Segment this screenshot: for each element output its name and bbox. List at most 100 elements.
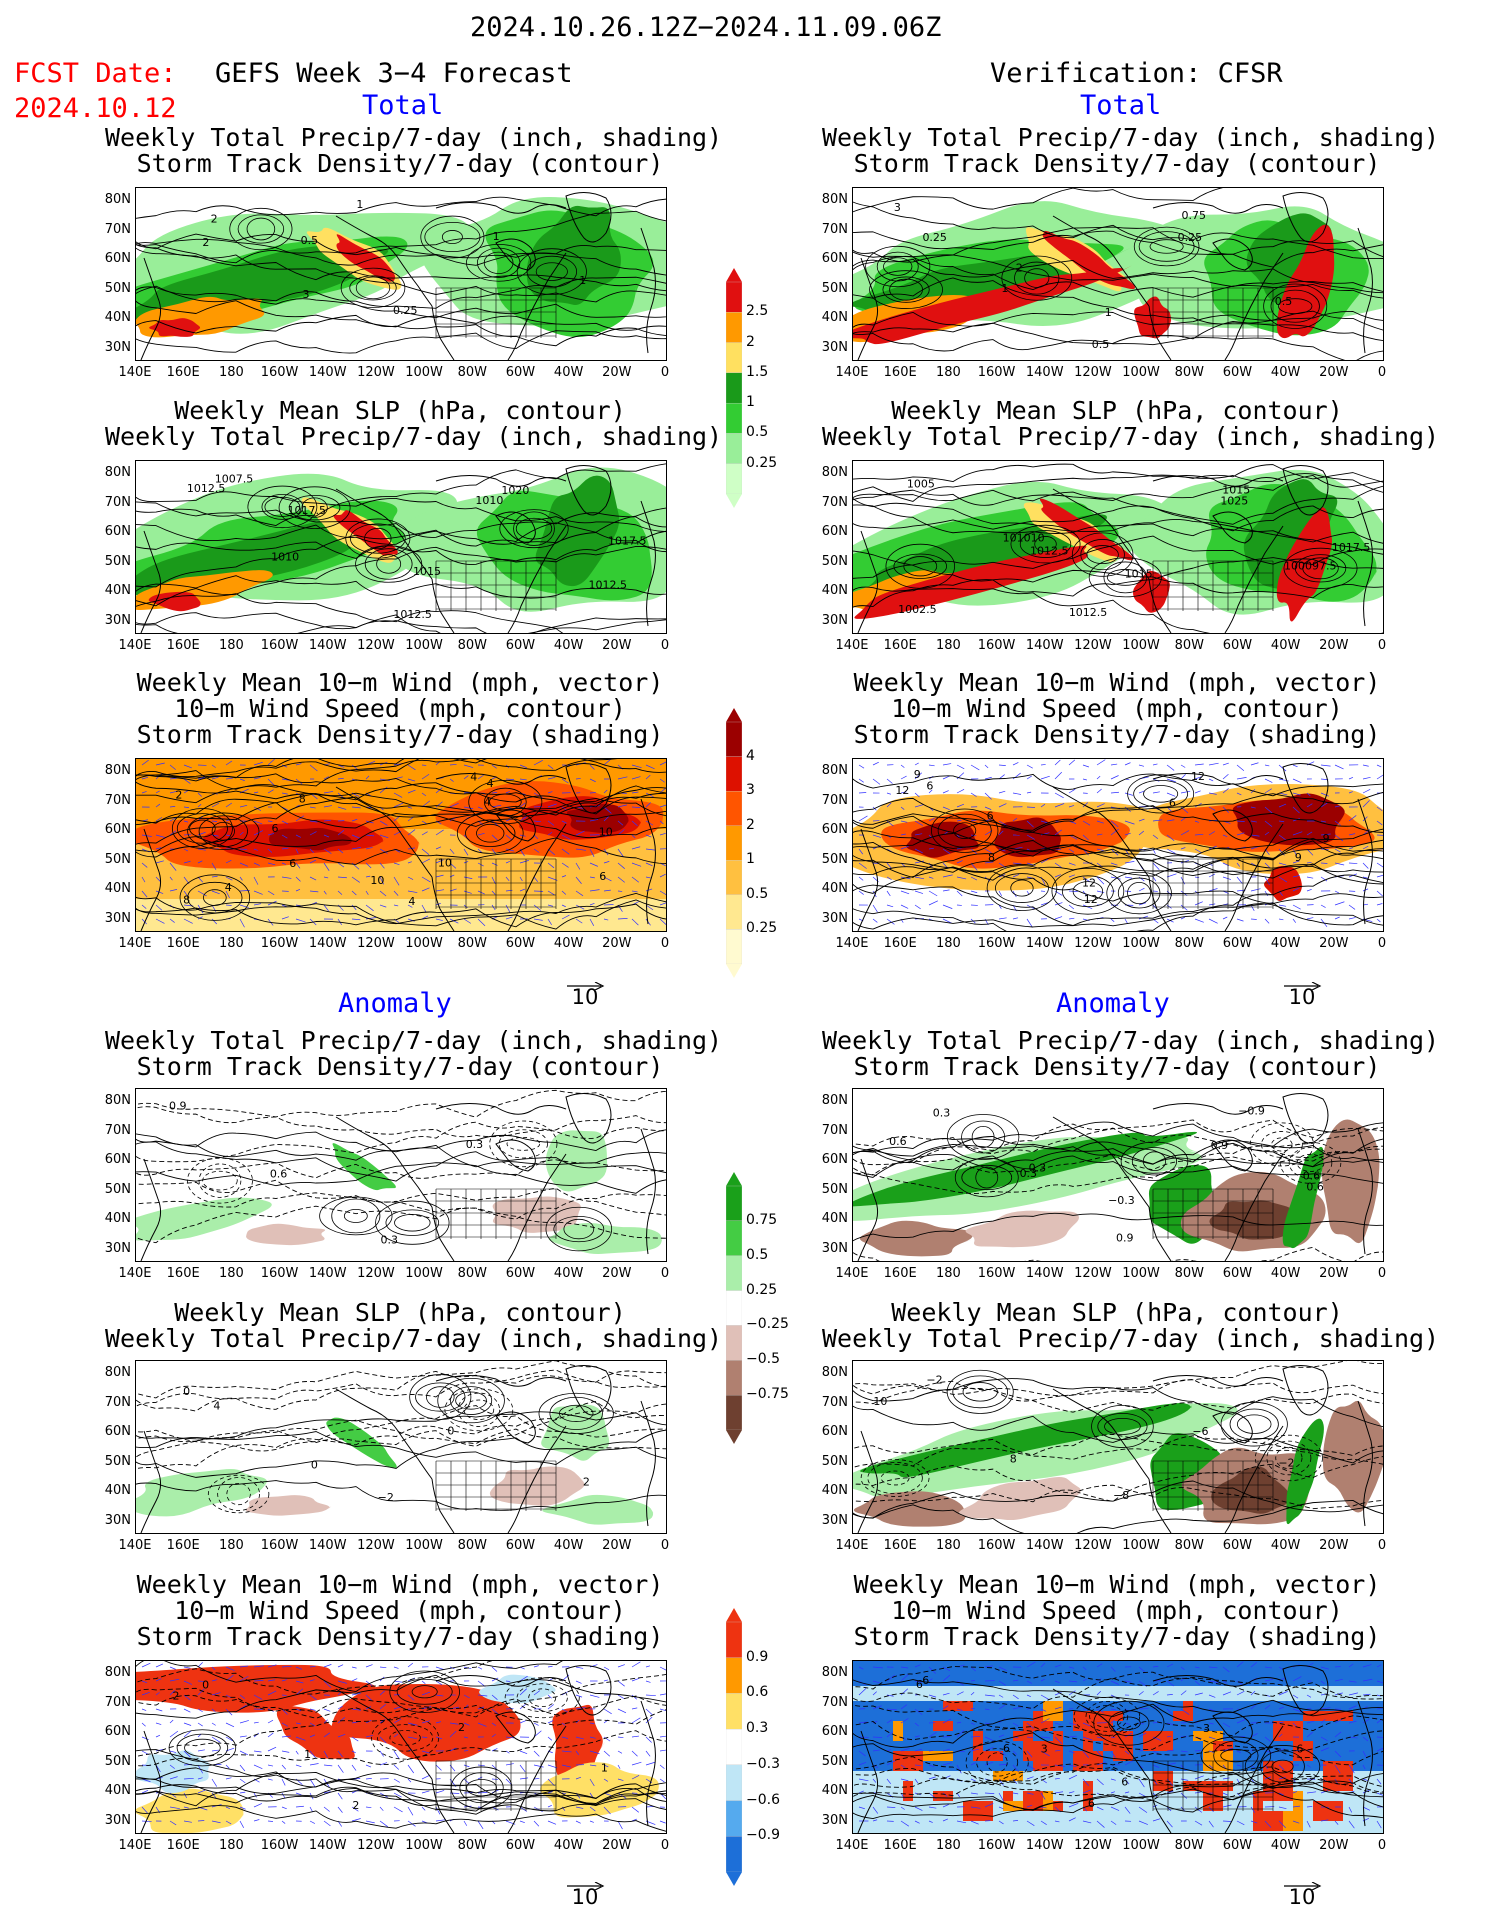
map-panel-right-total_precip[interactable]: 0.25 1 0.5 0.25 0.5 3 2 1 0.75 [852, 187, 1384, 361]
svg-text:−6: −6 [1192, 1425, 1208, 1438]
panel-title-line: Weekly Mean 10−m Wind (mph, vector) [853, 668, 1381, 697]
wind-vector [309, 890, 319, 893]
panel-title: Weekly Mean SLP (hPa, contour) Weekly Tot… [822, 1300, 1439, 1352]
wind-vector [337, 1664, 344, 1668]
contour-ring [1073, 1697, 1141, 1736]
map-panel-left-total_wind[interactable]: 2 6 4 4 6 8 6 10 4 10 4 8 10 4 [135, 758, 667, 932]
lat-tick-label: 70N [821, 1394, 848, 1410]
wind-vector [267, 1679, 276, 1682]
contour-line [853, 505, 1383, 532]
wind-vector [872, 761, 879, 766]
wind-vector [1026, 1750, 1033, 1758]
contour-label: 1017.5 [608, 534, 647, 547]
wind-vector [435, 1736, 443, 1740]
date-range-title: 2024.10.26.12Z−2024.11.09.06Z [470, 12, 942, 43]
wind-vector [970, 862, 978, 871]
panel-title-line: Weekly Total Precip/7-day (inch, shading… [105, 1324, 723, 1353]
wind-vector [1068, 1750, 1075, 1754]
map-panel-left-anom_slp[interactable]: 4 0 −2 0 2 0 [135, 1360, 667, 1534]
contour-ring [301, 497, 328, 518]
map-panel-right-total_slp[interactable]: 1005 1012.5 1012.5 1025 100097.5 1002.5 101010… [852, 460, 1384, 634]
coastline [1052, 1688, 1150, 1780]
wind-vector [449, 1730, 457, 1738]
wind-vector [645, 1736, 652, 1743]
svg-text:1007.5: 1007.5 [215, 473, 254, 486]
wind-vector [1124, 861, 1135, 864]
map-panel-right-total_wind[interactable]: 12 8 12 6 9 6 6 12 12 9 9 [852, 758, 1384, 932]
wind-vector [1026, 1661, 1036, 1668]
wind-vector [323, 904, 329, 912]
lat-tick-label: 30N [104, 1812, 131, 1828]
wind-vector [295, 1708, 302, 1712]
contour-line [853, 504, 1383, 555]
colorbar-segment [725, 1764, 743, 1801]
wind-vector [197, 848, 206, 851]
colorbar-segment [725, 402, 743, 434]
wind-vector [491, 1722, 497, 1726]
wind-vector [1012, 1706, 1022, 1710]
contour-ring [865, 245, 931, 288]
wind-vector [323, 1820, 331, 1827]
wind-vector [1348, 1820, 1355, 1829]
lat-tick-label: 70N [104, 1122, 131, 1138]
lon-tick-label: 160W [260, 1538, 299, 1553]
map-panel-left-anom_precip[interactable]: 0.9 0.6 0.3 0.3 [135, 1088, 667, 1262]
wind-vector [1362, 789, 1371, 794]
wind-vector [998, 1666, 1008, 1671]
wind-vector [1012, 792, 1022, 795]
wind-vector [1194, 848, 1203, 854]
coastline [435, 1675, 567, 1687]
wind-vector [1096, 788, 1102, 794]
map-panel-left-total_precip[interactable]: 2 3 1 1 1 2 0.5 0.25 [135, 187, 667, 361]
contour-ring [355, 276, 391, 300]
contour-line [136, 612, 564, 633]
wind-vector [393, 1694, 400, 1696]
wind-vector [1096, 775, 1101, 780]
wind-vector [1222, 1777, 1230, 1780]
wind-vector [872, 1720, 878, 1724]
wind-vector [1012, 1750, 1017, 1755]
coastline [140, 530, 162, 633]
contour-line [853, 1788, 1383, 1820]
wind-vector [323, 848, 332, 854]
wind-vector [393, 1778, 400, 1783]
wind-vector [533, 1778, 540, 1780]
wind-vector [505, 1750, 510, 1754]
wind-vector [1264, 1704, 1271, 1710]
contour-ring [903, 556, 938, 577]
svg-text:1: 1 [356, 198, 363, 211]
contour-ring [1103, 561, 1148, 594]
svg-text:1015: 1015 [413, 565, 441, 578]
wind-vector [211, 1708, 216, 1712]
map-panel-right-anom_slp[interactable]: 10 8 −8 −6 −2 −2 [852, 1360, 1384, 1534]
wind-vector [267, 1719, 274, 1724]
map-canvas: 1012.510101012.510101012.51007.51017.510… [136, 461, 666, 633]
panel-title-line: Weekly Mean SLP (hPa, contour) [891, 396, 1343, 425]
wind-vector [886, 792, 891, 795]
track-anom-shade [903, 1781, 913, 1801]
contour-ring [1120, 1141, 1189, 1181]
wind-vector [1110, 1736, 1116, 1739]
map-panel-right-anom_precip[interactable]: 0.6 0.3 0.9 0.9 0.6 0.3 0.3 −0.3 −0.9 0.6 [852, 1088, 1384, 1262]
coastline [335, 215, 433, 307]
wind-vector [337, 848, 344, 854]
wind-vector [900, 890, 910, 895]
contour-label: −6 [1192, 1425, 1208, 1438]
contour-label: 1 [579, 274, 586, 287]
wind-vector [1110, 876, 1121, 880]
wind-vector [1292, 1722, 1298, 1728]
wind-vector [519, 802, 526, 808]
wind-vector [575, 830, 585, 836]
wind-vector [155, 1748, 164, 1752]
wind-vector [1320, 833, 1331, 836]
map-panel-left-total_slp[interactable]: 1012.5 1010 1012.5 1010 1012.5 1007.5 1017.5 10… [135, 460, 667, 634]
wind-vector [309, 848, 314, 853]
svg-text:2: 2 [1016, 262, 1023, 275]
wind-vector [421, 773, 430, 780]
wind-vector [998, 1792, 1005, 1802]
wind-vector [393, 1750, 400, 1759]
wind-vector [225, 876, 233, 881]
wind-vector [617, 804, 628, 808]
